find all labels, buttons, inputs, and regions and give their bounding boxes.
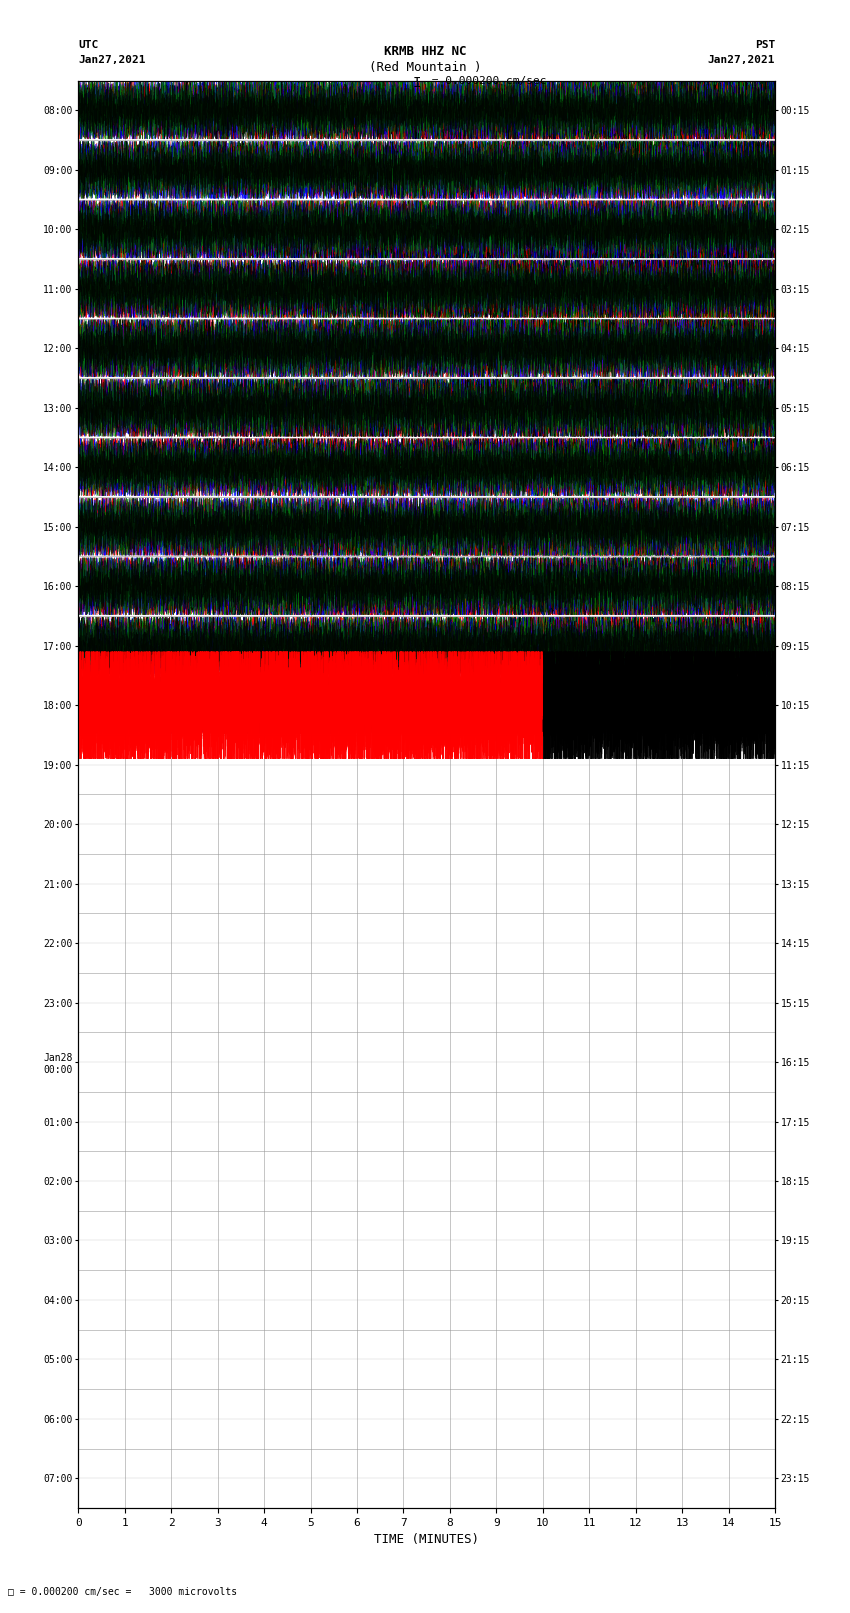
Text: PST: PST: [755, 40, 775, 50]
Text: (Red Mountain ): (Red Mountain ): [369, 61, 481, 74]
Text: UTC: UTC: [78, 40, 99, 50]
Text: □ = 0.000200 cm/sec =   3000 microvolts: □ = 0.000200 cm/sec = 3000 microvolts: [8, 1587, 238, 1597]
Text: I: I: [412, 76, 421, 90]
Text: = 0.000200 cm/sec: = 0.000200 cm/sec: [425, 76, 547, 85]
Text: Jan27,2021: Jan27,2021: [708, 55, 775, 65]
X-axis label: TIME (MINUTES): TIME (MINUTES): [374, 1534, 479, 1547]
Text: Jan27,2021: Jan27,2021: [78, 55, 145, 65]
Text: KRMB HHZ NC: KRMB HHZ NC: [383, 45, 467, 58]
